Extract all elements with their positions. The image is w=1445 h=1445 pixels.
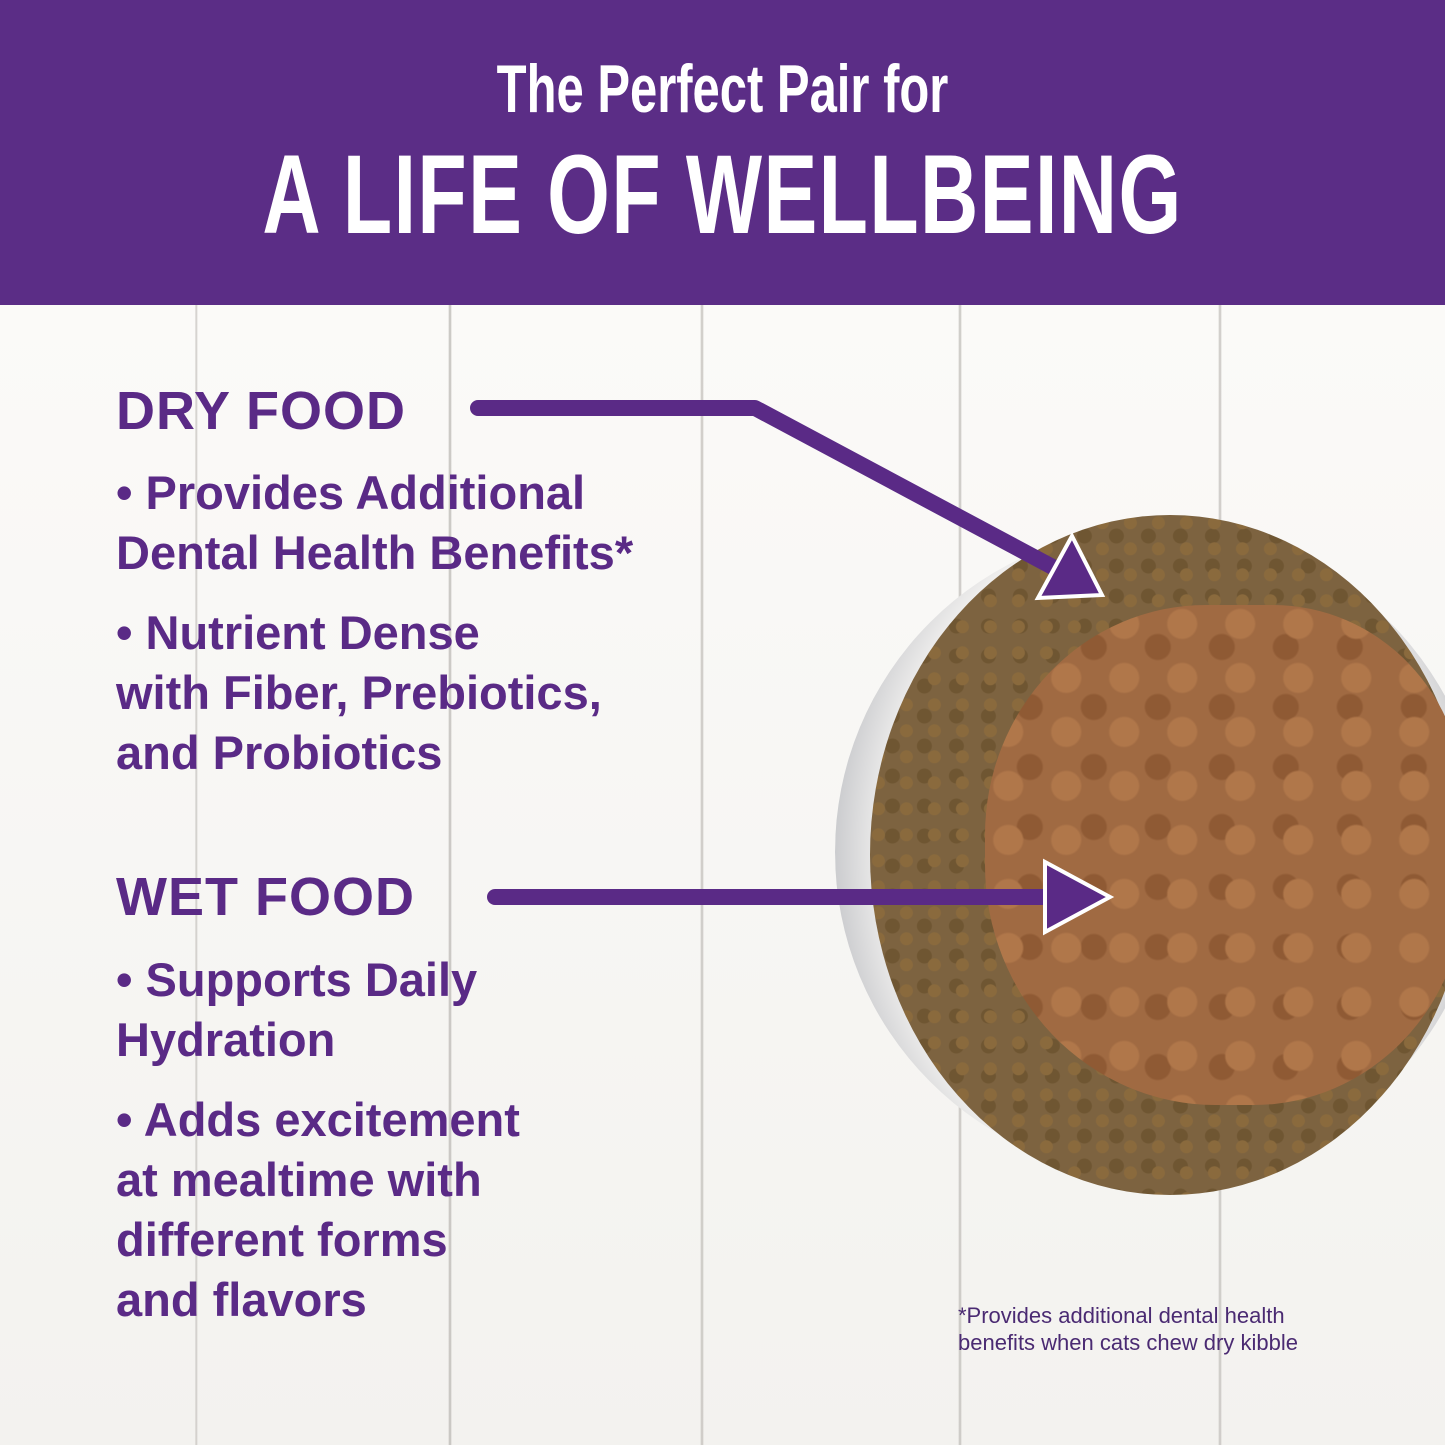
- footnote: *Provides additional dental health benef…: [958, 1302, 1298, 1356]
- bullet-text: at mealtime with: [116, 1153, 482, 1206]
- headline-large: A LIFE OF WELLBEING: [262, 132, 1183, 257]
- footnote-line: *Provides additional dental health: [958, 1303, 1285, 1328]
- dry-food-bullets: • Provides Additional Dental Health Bene…: [116, 463, 633, 783]
- wet-food-image: [985, 605, 1445, 1105]
- header-banner: The Perfect Pair for A LIFE OF WELLBEING: [0, 0, 1445, 305]
- wet-food-arrowhead: [1043, 858, 1115, 936]
- bullet-text: and Probiotics: [116, 726, 443, 779]
- wet-food-heading: WET FOOD: [116, 867, 415, 927]
- bullet-text: • Provides Additional: [116, 466, 586, 519]
- dry-food-arrow: [470, 400, 1070, 580]
- bullet-text: and flavors: [116, 1273, 367, 1326]
- dry-food-heading: DRY FOOD: [116, 381, 407, 441]
- bullet-text: • Supports Daily: [116, 953, 478, 1006]
- bullet-text: different forms: [116, 1213, 448, 1266]
- bullet-text: • Adds excitement: [116, 1093, 520, 1146]
- bullet-text: • Nutrient Dense: [116, 606, 480, 659]
- dry-food-arrowhead: [1034, 531, 1106, 601]
- bullet-text: with Fiber, Prebiotics,: [116, 666, 602, 719]
- wet-food-bullets: • Supports Daily Hydration • Adds excite…: [116, 950, 520, 1330]
- bullet-text: Dental Health Benefits*: [116, 526, 634, 579]
- footnote-line: benefits when cats chew dry kibble: [958, 1330, 1298, 1355]
- bullet-text: Hydration: [116, 1013, 336, 1066]
- headline-small: The Perfect Pair for: [496, 51, 949, 127]
